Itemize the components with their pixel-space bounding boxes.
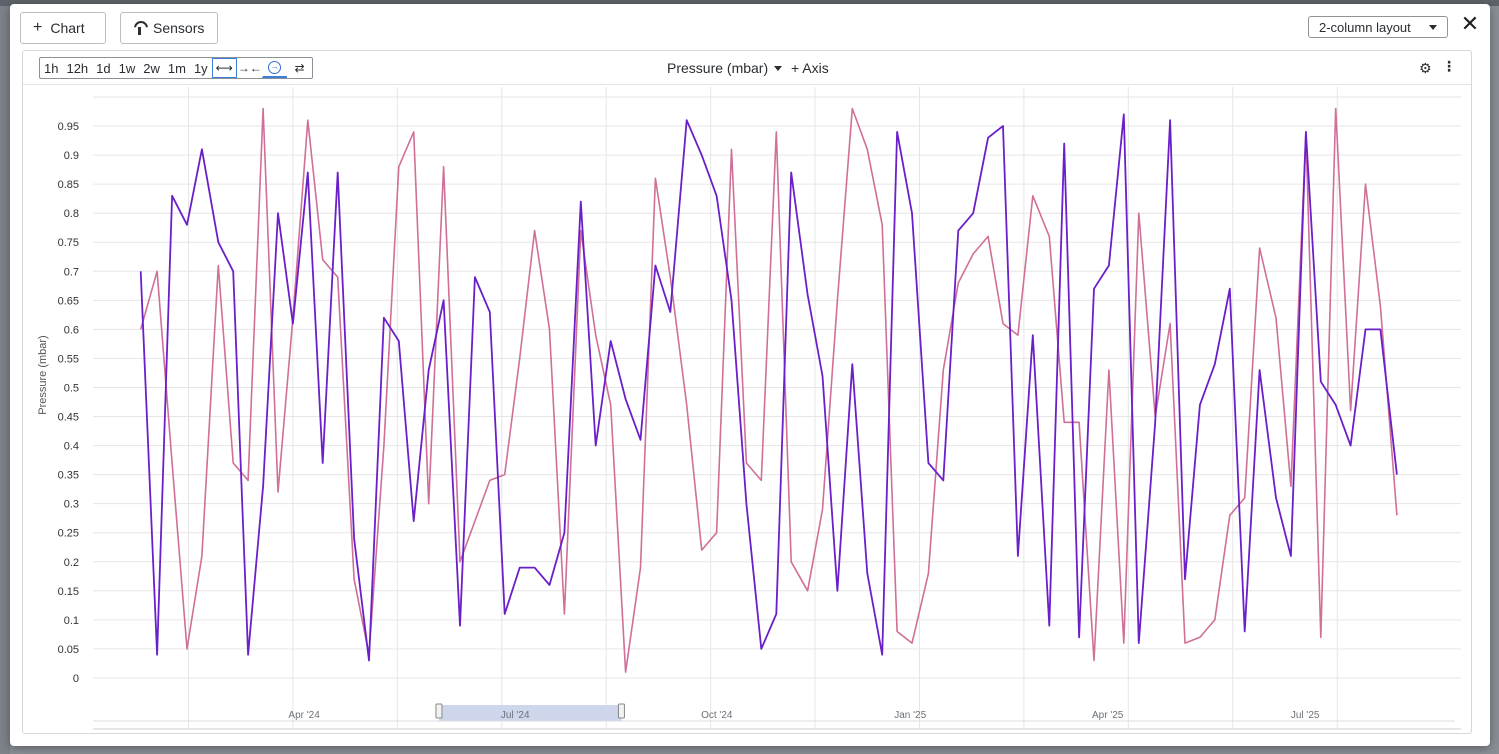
chart-explorer-dialog: + Chart Sensors 2-column layout ✕ 1h 12h…	[10, 4, 1490, 746]
y-tick-label: 0.7	[64, 266, 79, 278]
more-options-icon[interactable]: ⋮	[1442, 58, 1456, 74]
y-tick-label: 0.25	[58, 528, 79, 540]
sensor-signal-icon	[133, 21, 145, 35]
y-axis-ticks: 0 0.05 0.1 0.15 0.2 0.25 0.3 0.35 0.4 0.45 0.5 0.55…	[58, 121, 79, 685]
navigator-left-handle[interactable]	[435, 703, 443, 719]
y-tick-label: 0.05	[58, 644, 79, 656]
y-tick-label: 0.4	[64, 441, 79, 453]
range-1y[interactable]: 1y	[193, 60, 208, 76]
gear-icon[interactable]: ⚙	[1419, 60, 1432, 76]
layout-select-value: 2-column layout	[1319, 19, 1411, 35]
y-tick-label: 0.45	[58, 412, 79, 424]
zoom-expand-icon[interactable]: ⟷	[211, 58, 237, 78]
axis-selector-label: Pressure (mbar)	[667, 60, 769, 76]
chart-series	[139, 107, 1398, 673]
range-1h[interactable]: 1h	[44, 60, 59, 76]
add-chart-button[interactable]: + Chart	[20, 12, 106, 44]
range-1m[interactable]: 1m	[167, 60, 186, 76]
range-1w[interactable]: 1w	[118, 60, 136, 76]
add-chart-label: Chart	[50, 20, 85, 36]
sensors-label: Sensors	[153, 20, 205, 36]
y-tick-label: 0.35	[58, 470, 79, 482]
close-icon[interactable]: ✕	[1460, 11, 1480, 36]
y-tick-label: 0.2	[64, 557, 79, 569]
background-app-sidebar	[0, 6, 10, 754]
chart-toolbar: 1h 12h 1d 1w 2w 1m 1y ⟷ →← → ⇄ Pressure …	[23, 51, 1471, 85]
y-tick-label: 0.5	[64, 382, 79, 394]
zoom-collapse-icon[interactable]: →←	[237, 61, 262, 75]
y-tick-label: 0.8	[64, 208, 79, 220]
chart-grid	[93, 87, 1461, 730]
navigator-label: Jul '24	[501, 710, 530, 721]
live-follow-icon[interactable]: →	[261, 58, 287, 78]
range-navigator[interactable]: Apr '24 Jul '24 Oct '24 Jan '25 Apr '25 Jul '…	[93, 703, 1455, 722]
navigator-window[interactable]	[438, 705, 622, 721]
range-12h[interactable]: 12h	[66, 60, 89, 76]
navigator-label: Jul '25	[1291, 710, 1320, 721]
chevron-down-icon	[1429, 24, 1437, 30]
navigator-label: Jan '25	[894, 710, 926, 721]
series-line-1	[139, 113, 1398, 662]
y-tick-label: 0.55	[58, 353, 79, 365]
y-tick-label: 0.3	[64, 499, 79, 511]
y-tick-label: 0	[73, 673, 79, 685]
background-app-header	[0, 0, 1499, 6]
y-tick-label: 0.85	[58, 179, 79, 191]
pressure-line-chart: 0 0.05 0.1 0.15 0.2 0.25 0.3 0.35 0.4 0.45 0.5 0.55…	[37, 87, 1461, 730]
chevron-down-icon	[774, 65, 783, 71]
y-tick-label: 0.6	[64, 324, 79, 336]
chart-panel: 1h 12h 1d 1w 2w 1m 1y ⟷ →← → ⇄ Pressure …	[22, 50, 1472, 734]
y-axis-title: Pressure (mbar)	[37, 335, 49, 414]
y-tick-label: 0.95	[58, 121, 79, 133]
range-2w[interactable]: 2w	[143, 60, 160, 76]
plus-icon: +	[33, 19, 43, 36]
y-tick-label: 0.75	[58, 237, 79, 249]
navigator-label: Apr '25	[1092, 710, 1124, 721]
y-tick-label: 0.9	[64, 150, 79, 162]
navigator-right-handle[interactable]	[617, 703, 625, 719]
swap-reset-icon[interactable]: ⇄	[294, 61, 305, 75]
navigator-label: Apr '24	[288, 710, 320, 721]
y-tick-label: 0.15	[58, 586, 79, 598]
axis-selector[interactable]: Pressure (mbar)	[667, 60, 783, 76]
sensors-button[interactable]: Sensors	[120, 12, 218, 44]
range-1d[interactable]: 1d	[96, 60, 111, 76]
y-tick-label: 0.1	[64, 615, 79, 627]
time-range-selector: 1h 12h 1d 1w 2w 1m 1y ⟷ →← → ⇄	[39, 57, 313, 79]
layout-select[interactable]: 2-column layout	[1308, 16, 1448, 38]
series-line-2	[139, 107, 1398, 673]
add-axis-button[interactable]: + Axis	[791, 60, 829, 76]
y-tick-label: 0.65	[58, 295, 79, 307]
navigator-label: Oct '24	[701, 710, 733, 721]
